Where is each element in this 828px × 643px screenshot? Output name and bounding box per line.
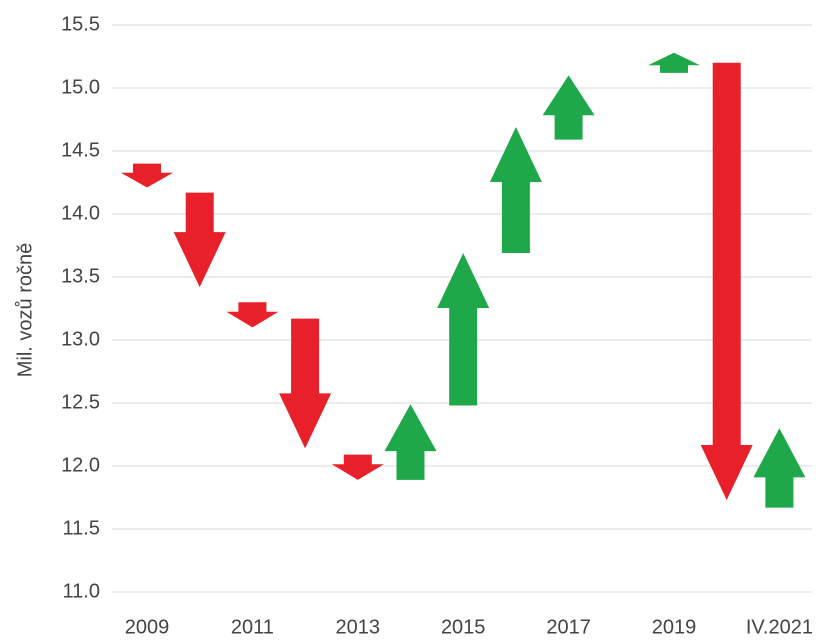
x-tick-label: 2017 — [546, 616, 591, 638]
x-tick-label: 2009 — [125, 616, 170, 638]
arrow — [648, 52, 700, 73]
arrow — [331, 454, 384, 480]
y-tick-label: 11.0 — [63, 580, 100, 602]
y-tick-label: 14.0 — [61, 202, 100, 224]
x-tick-label: 2015 — [441, 616, 486, 638]
arrow — [437, 253, 490, 406]
x-tick-label: IV.2021 — [746, 616, 813, 638]
arrow — [700, 62, 753, 501]
x-tick-label: 2011 — [231, 616, 274, 638]
y-tick-label: 14.5 — [61, 139, 100, 161]
arrow — [542, 75, 595, 140]
x-tick-label: 2013 — [336, 616, 381, 638]
y-tick-label: 13.5 — [61, 265, 100, 287]
arrow — [173, 192, 226, 288]
arrow — [384, 404, 437, 480]
arrow — [279, 318, 332, 449]
arrow — [121, 163, 173, 188]
y-tick-label: 15.0 — [61, 76, 100, 98]
arrow — [489, 127, 542, 254]
arrow — [753, 428, 806, 508]
y-tick-label: 15.5 — [61, 13, 100, 35]
x-tick-label: 2019 — [652, 616, 697, 638]
y-tick-label: 13.0 — [61, 328, 100, 350]
y-axis-label: Mil. vozů ročně — [14, 243, 36, 378]
y-tick-label: 11.5 — [63, 517, 100, 539]
y-tick-label: 12.5 — [61, 391, 100, 413]
arrow — [226, 302, 279, 328]
y-tick-label: 12.0 — [61, 454, 100, 476]
